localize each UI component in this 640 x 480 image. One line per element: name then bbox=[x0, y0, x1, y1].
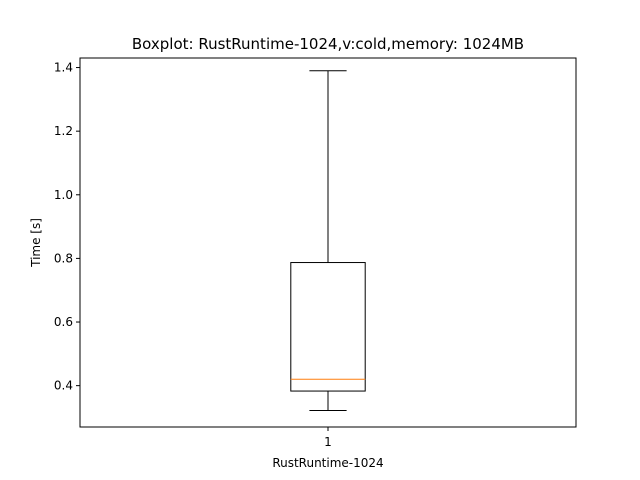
chart-title: Boxplot: RustRuntime-1024,v:cold,memory:… bbox=[132, 35, 524, 53]
y-tick-label: 1.4 bbox=[54, 61, 73, 75]
x-axis-label: RustRuntime-1024 bbox=[272, 456, 383, 470]
y-tick-label: 0.8 bbox=[54, 251, 73, 265]
x-tick-label: 1 bbox=[324, 435, 332, 449]
y-tick-label: 0.6 bbox=[54, 315, 73, 329]
y-axis: 0.4 0.6 0.8 1.0 1.2 1.4 bbox=[54, 61, 80, 393]
x-axis: 1 bbox=[324, 427, 332, 449]
y-tick-label: 0.4 bbox=[54, 379, 73, 393]
box-iqr bbox=[290, 262, 366, 392]
y-tick-label: 1.0 bbox=[54, 188, 73, 202]
y-axis-label: Time [s] bbox=[29, 218, 43, 268]
box-group bbox=[290, 70, 366, 411]
plot-frame bbox=[79, 57, 577, 428]
y-tick-label: 1.2 bbox=[54, 124, 73, 138]
